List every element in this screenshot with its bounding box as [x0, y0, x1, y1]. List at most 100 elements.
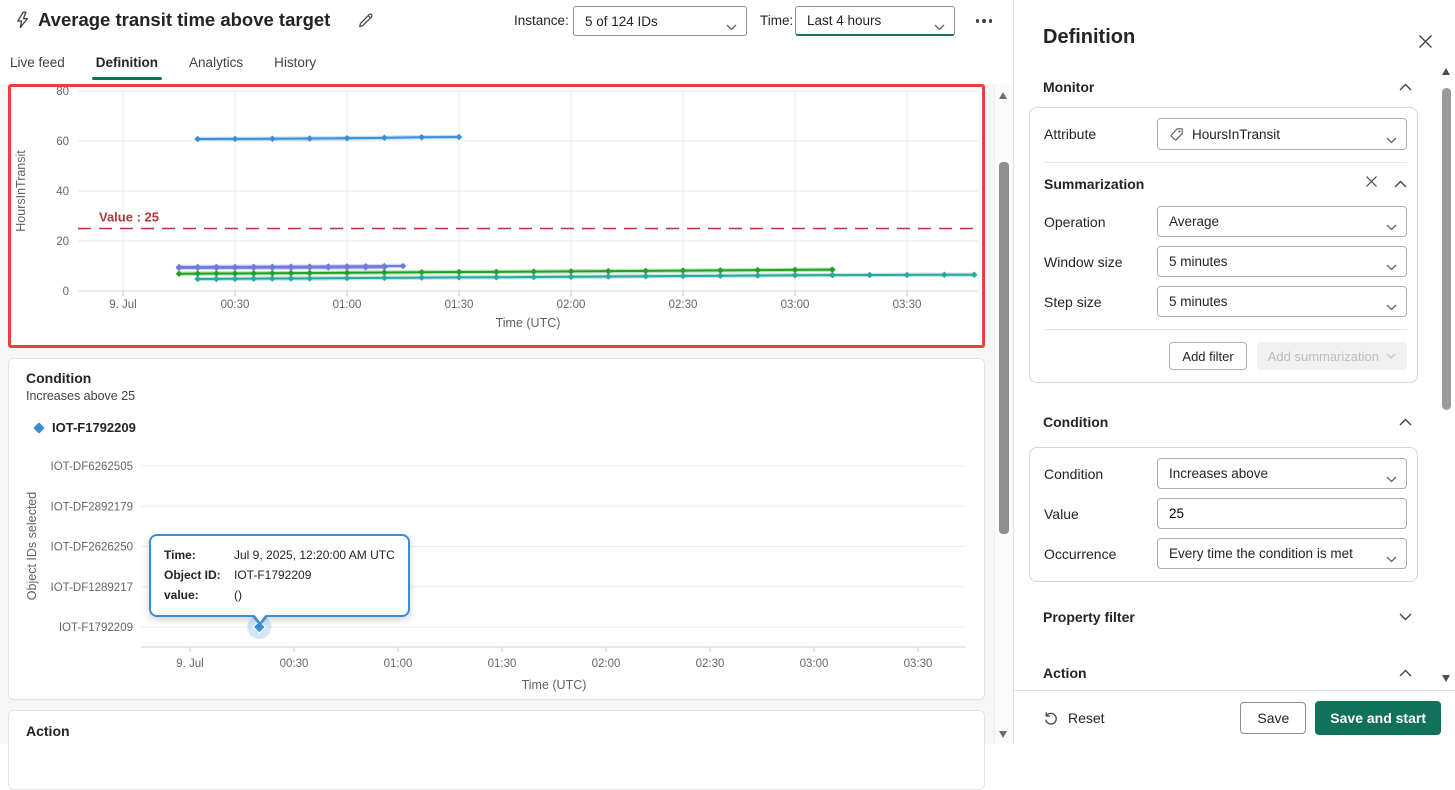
scroll-up-icon[interactable]: [999, 92, 1007, 99]
window-size-label: Window size: [1044, 254, 1157, 270]
condition-type-value: Increases above: [1169, 466, 1268, 481]
transit-chart-card[interactable]: 9. Jul00:3001:0001:3002:0002:3003:0003:3…: [8, 84, 985, 348]
panel-scroll-thumb[interactable]: [1442, 88, 1451, 410]
chevron-down-icon: [1386, 219, 1397, 234]
svg-text:01:30: 01:30: [445, 299, 474, 311]
add-summarization-button[interactable]: Add summarization: [1257, 342, 1407, 370]
svg-text:01:00: 01:00: [333, 299, 362, 311]
chevron-up-icon[interactable]: [1394, 175, 1407, 193]
tooltip-object-value: IOT-F1792209: [234, 565, 395, 585]
tab-definition[interactable]: Definition: [94, 40, 160, 84]
property-filter-title: Property filter: [1043, 609, 1135, 625]
more-options-button[interactable]: [968, 9, 1000, 33]
chevron-up-icon[interactable]: [1399, 413, 1412, 431]
svg-text:02:00: 02:00: [592, 658, 621, 670]
chevron-down-icon: [1386, 299, 1397, 314]
attribute-value: HoursInTransit: [1192, 127, 1280, 142]
tab-analytics[interactable]: Analytics: [187, 40, 245, 84]
occurrence-dropdown[interactable]: Every time the condition is met: [1157, 538, 1407, 569]
reset-button[interactable]: Reset: [1043, 710, 1105, 726]
transit-chart-svg: 9. Jul00:3001:0001:3002:0002:3003:0003:3…: [11, 87, 982, 345]
occurrence-row: Occurrence Every time the condition is m…: [1044, 538, 1407, 569]
step-size-label: Step size: [1044, 294, 1157, 310]
svg-text:80: 80: [56, 87, 69, 98]
action-section-header[interactable]: Action: [1043, 662, 1412, 684]
svg-text:00:30: 00:30: [280, 658, 309, 670]
time-range-dropdown[interactable]: Last 4 hours: [795, 6, 955, 36]
action-section-title: Action: [1043, 665, 1087, 681]
svg-text:IOT-DF2892179: IOT-DF2892179: [51, 501, 133, 513]
panel-scrollbar[interactable]: [1440, 60, 1454, 690]
property-filter-section-header[interactable]: Property filter: [1043, 606, 1412, 628]
condition-type-dropdown[interactable]: Increases above: [1157, 458, 1407, 489]
svg-text:01:00: 01:00: [384, 658, 413, 670]
occurrence-value: Every time the condition is met: [1169, 546, 1353, 561]
operation-label: Operation: [1044, 214, 1157, 230]
attribute-row: Attribute HoursInTransit: [1044, 118, 1407, 150]
chevron-down-icon: [1386, 132, 1397, 147]
step-size-dropdown[interactable]: 5 minutes: [1157, 286, 1407, 317]
operation-value: Average: [1169, 214, 1219, 229]
chevron-up-icon[interactable]: [1399, 664, 1412, 682]
condition-card: Condition Increases above 25 IOT-F179220…: [8, 358, 985, 700]
tab-history[interactable]: History: [272, 40, 318, 84]
definition-panel: Definition Monitor Attribute HoursInTran…: [1013, 0, 1455, 744]
main-scroll-thumb[interactable]: [999, 162, 1009, 534]
chart-tooltip: Time: Jul 9, 2025, 12:20:00 AM UTC Objec…: [149, 534, 410, 617]
svg-text:60: 60: [56, 136, 69, 148]
operation-row: Operation Average: [1044, 206, 1407, 237]
condition-value-input[interactable]: [1157, 498, 1407, 529]
main-region: Average transit time above target Instan…: [0, 0, 1013, 744]
svg-text:03:00: 03:00: [781, 299, 810, 311]
svg-text:03:30: 03:30: [904, 658, 933, 670]
save-and-start-button[interactable]: Save and start: [1315, 701, 1441, 735]
summarization-title: Summarization: [1044, 176, 1144, 192]
add-filter-button[interactable]: Add filter: [1169, 342, 1246, 370]
main-scrollbar[interactable]: [994, 84, 1013, 744]
action-card-title: Action: [26, 723, 70, 739]
app-header: Average transit time above target Instan…: [0, 0, 1013, 40]
svg-text:03:30: 03:30: [893, 299, 922, 311]
scroll-down-icon[interactable]: [999, 731, 1007, 738]
undo-icon: [1043, 710, 1059, 726]
condition-settings-card: Condition Increases above Value Occurren…: [1029, 447, 1418, 582]
time-label: Time:: [760, 13, 793, 28]
svg-text:02:30: 02:30: [669, 299, 698, 311]
condition-card-subtitle: Increases above 25: [26, 389, 135, 403]
condition-value-label: Value: [1044, 506, 1157, 522]
panel-title: Definition: [1043, 26, 1135, 49]
tooltip-object-label: Object ID:: [164, 565, 230, 585]
svg-text:HoursInTransit: HoursInTransit: [14, 150, 28, 232]
chevron-down-icon[interactable]: [1399, 608, 1412, 626]
svg-text:02:00: 02:00: [557, 299, 586, 311]
condition-section-title: Condition: [1043, 414, 1108, 430]
action-card: Action: [8, 710, 985, 790]
svg-text:Time (UTC): Time (UTC): [496, 316, 561, 330]
tab-live-feed[interactable]: Live feed: [8, 40, 67, 84]
summarization-dismiss-button[interactable]: [1365, 175, 1378, 193]
scroll-up-icon[interactable]: [1442, 68, 1450, 75]
content-area: 9. Jul00:3001:0001:3002:0002:3003:0003:3…: [0, 84, 994, 744]
condition-card-title: Condition: [26, 370, 91, 386]
instance-dropdown[interactable]: 5 of 124 IDs: [573, 6, 747, 36]
svg-text:02:30: 02:30: [696, 658, 725, 670]
svg-text:00:30: 00:30: [221, 299, 250, 311]
window-size-dropdown[interactable]: 5 minutes: [1157, 246, 1407, 277]
chevron-up-icon[interactable]: [1399, 78, 1412, 96]
panel-close-button[interactable]: [1412, 28, 1438, 54]
scroll-down-icon[interactable]: [1442, 675, 1450, 682]
edit-pencil-icon[interactable]: [357, 12, 374, 34]
reset-label: Reset: [1068, 710, 1105, 726]
monitor-card: Attribute HoursInTransit Summarization O…: [1029, 107, 1418, 383]
more-icon: [976, 19, 980, 23]
svg-text:IOT-DF6262505: IOT-DF6262505: [51, 461, 133, 473]
summarization-buttons: Add filter Add summarization: [1044, 342, 1407, 370]
attribute-dropdown[interactable]: HoursInTransit: [1157, 118, 1407, 150]
page-title: Average transit time above target: [38, 9, 330, 31]
monitor-section-header[interactable]: Monitor: [1043, 76, 1412, 98]
operation-dropdown[interactable]: Average: [1157, 206, 1407, 237]
save-button[interactable]: Save: [1240, 702, 1306, 734]
window-size-row: Window size 5 minutes: [1044, 246, 1407, 277]
condition-section-header[interactable]: Condition: [1043, 411, 1412, 433]
svg-text:IOT-F1792209: IOT-F1792209: [59, 622, 133, 634]
